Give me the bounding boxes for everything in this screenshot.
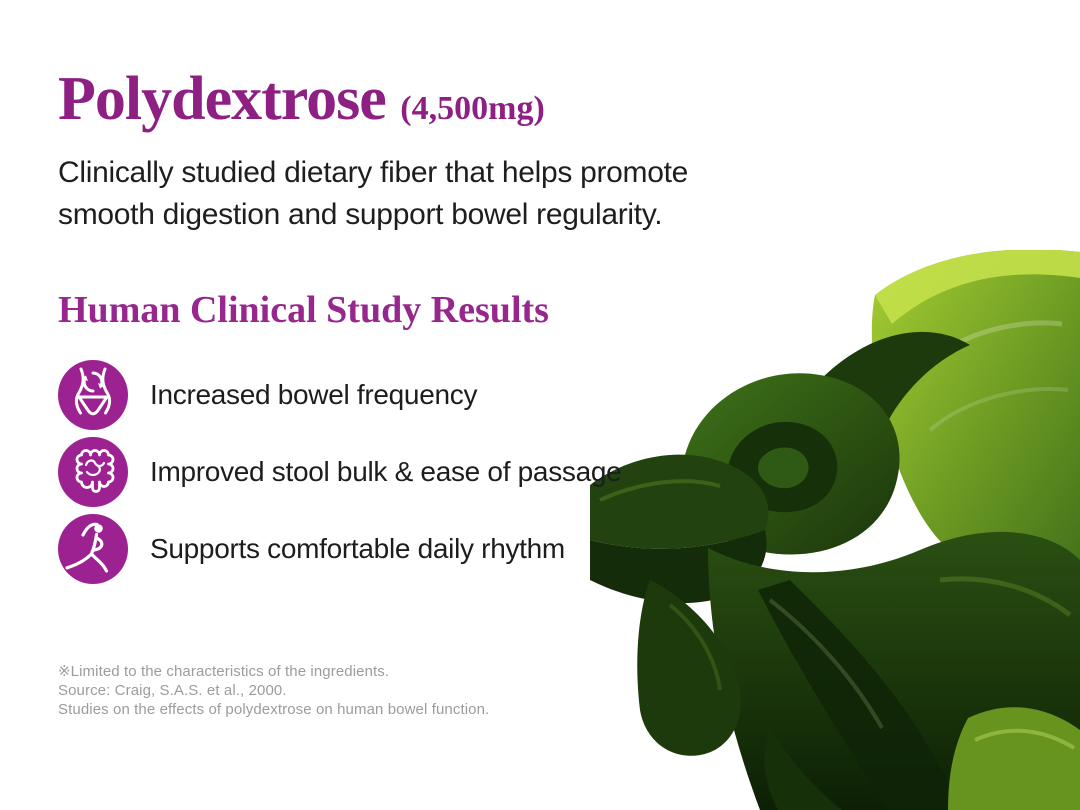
footnotes: ※Limited to the characteristics of the i… bbox=[58, 662, 489, 719]
footnote-study: Studies on the effects of polydextrose o… bbox=[58, 701, 490, 718]
section-heading: Human Clinical Study Results bbox=[58, 289, 549, 331]
result-label: Supports comfortable daily rhythm bbox=[150, 533, 565, 564]
description-line-1: Clinically studied dietary fiber that he… bbox=[58, 156, 689, 189]
page-title: Polydextrose (4,500mg) bbox=[58, 68, 545, 130]
abdomen-digestion-icon bbox=[58, 360, 128, 430]
results-list: Increased bowel frequency Improved stool… bbox=[58, 360, 622, 584]
result-label: Increased bowel frequency bbox=[150, 379, 478, 410]
product-description: Clinically studied dietary fiber that he… bbox=[58, 152, 688, 236]
dosage-label: (4,500mg) bbox=[400, 90, 545, 127]
stretching-person-icon bbox=[58, 514, 128, 584]
list-item: Supports comfortable daily rhythm bbox=[58, 514, 621, 584]
list-item: Improved stool bulk & ease of passage bbox=[58, 437, 622, 507]
description-line-2: smooth digestion and support bowel regul… bbox=[58, 198, 663, 231]
result-label: Improved stool bulk & ease of passage bbox=[150, 456, 622, 487]
footnote-limitation: ※Limited to the characteristics of the i… bbox=[58, 663, 390, 680]
intestines-icon bbox=[58, 437, 128, 507]
product-name: Polydextrose bbox=[58, 65, 387, 133]
seaweed-image bbox=[590, 250, 1080, 810]
footnote-source: Source: Craig, S.A.S. et al., 2000. bbox=[58, 682, 287, 699]
list-item: Increased bowel frequency bbox=[58, 360, 621, 430]
